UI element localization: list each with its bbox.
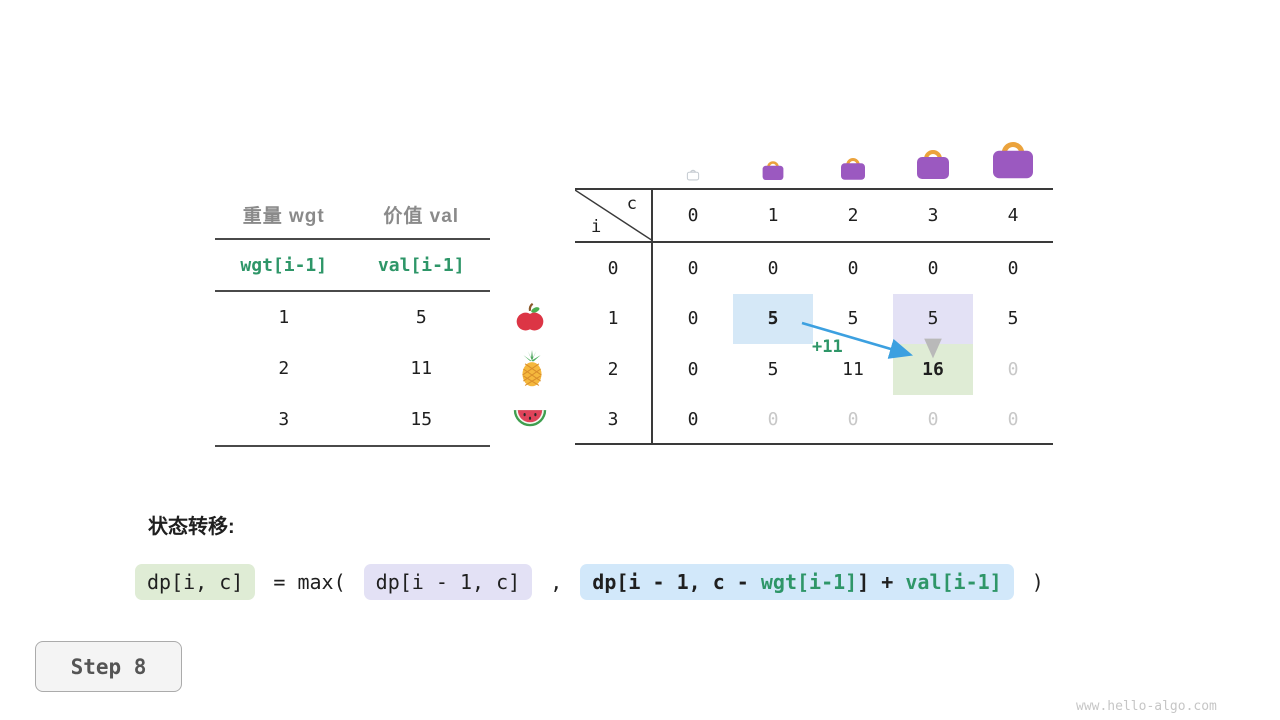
item-row-3: 3 15: [215, 394, 490, 445]
dp-table: c i 0 1 2 3 4 0 0 0 0 0 0 1 0 5 5 5 5 2 …: [575, 188, 1053, 445]
wgt-formula-label: wgt[i-1]: [240, 254, 328, 276]
dp-cell-1-4: 5: [1007, 308, 1019, 330]
val-formula-label: val[i-1]: [377, 254, 465, 276]
dp-current-term: dp[i, c]: [135, 564, 256, 600]
col-header-2: 2: [847, 205, 859, 226]
dp-table-header: c i 0 1 2 3 4: [575, 190, 1053, 243]
bag-icon-capacity-2: [838, 152, 868, 182]
row-label-3: 3: [575, 394, 653, 445]
item-3-value: 15: [410, 409, 433, 430]
take-item-term-prefix: dp[i - 1, c -: [592, 570, 761, 594]
dp-cell-0-4: 0: [1007, 257, 1019, 279]
dp-cell-2-4: 0: [1007, 358, 1019, 380]
items-table-header: 重量 wgt 价值 val: [215, 190, 490, 240]
dp-cell-2-0: 0: [687, 358, 699, 380]
value-column-header: 价值 val: [383, 205, 460, 227]
bag-icon-capacity-0: [686, 166, 700, 182]
dp-cell-1-1-source: 5: [733, 293, 813, 344]
dp-cell-0-3: 0: [927, 257, 939, 279]
dp-row-3: 3 0 0 0 0 0: [575, 394, 1053, 445]
capacity-axis-label: c: [626, 194, 637, 214]
skip-item-term: dp[i - 1, c]: [363, 564, 533, 600]
dp-cell-3-3: 0: [927, 409, 939, 431]
bag-icon-capacity-3: [913, 142, 953, 182]
dp-cell-3-0: 0: [687, 409, 699, 431]
take-item-term-wgt: wgt[i-1]: [760, 570, 858, 594]
take-item-term: dp[i - 1, c - wgt[i-1]] + val[i-1]: [580, 564, 1014, 600]
item-row-2: 2 11: [215, 343, 490, 394]
dp-cell-3-4: 0: [1007, 409, 1019, 431]
item-axis-label: i: [591, 217, 602, 237]
items-table: 重量 wgt 价值 val wgt[i-1] val[i-1] 1 5 2 11…: [215, 190, 490, 447]
item-2-weight: 2: [278, 358, 290, 379]
weight-column-header: 重量 wgt: [242, 205, 325, 227]
dp-cell-2-1: 5: [767, 358, 779, 380]
row-label-1: 1: [575, 293, 653, 344]
close-paren-text: ): [1019, 570, 1044, 594]
take-item-term-mid: ] +: [857, 570, 906, 594]
item-1-value: 5: [415, 307, 427, 328]
plus-value-label: +11: [812, 337, 843, 357]
dp-cell-0-2: 0: [847, 257, 859, 279]
state-transition-heading: 状态转移:: [148, 516, 235, 538]
item-row-1: 1 5: [215, 292, 490, 343]
dp-row-1: 1 0 5 5 5 5: [575, 293, 1053, 344]
dp-row-0: 0 0 0 0 0 0: [575, 243, 1053, 294]
take-item-term-val: val[i-1]: [905, 570, 1002, 594]
state-transition-formula: dp[i, c] = max( dp[i - 1, c] , dp[i - 1,…: [135, 564, 1050, 600]
dp-cell-3-2: 0: [847, 409, 859, 431]
row-label-0: 0: [575, 243, 653, 294]
watermark: www.hello-algo.com: [1076, 699, 1217, 714]
item-3-weight: 3: [278, 409, 290, 430]
items-table-formula-row: wgt[i-1] val[i-1]: [215, 240, 490, 292]
dp-cell-0-0: 0: [687, 257, 699, 279]
dp-cell-1-3-source: 5: [893, 293, 973, 344]
item-1-weight: 1: [278, 307, 290, 328]
comma-text: ,: [538, 570, 575, 594]
dp-corner-cell: c i: [575, 190, 653, 241]
watermelon-icon: [512, 406, 548, 434]
col-header-1: 1: [767, 205, 779, 226]
bag-icon-capacity-1: [760, 156, 786, 182]
pineapple-icon: [516, 350, 548, 388]
bag-icon-capacity-4: [988, 132, 1038, 182]
dp-cell-2-2: 11: [842, 358, 864, 380]
apple-icon: [514, 302, 546, 334]
dp-cell-3-1: 0: [767, 409, 779, 431]
col-header-3: 3: [927, 205, 939, 226]
step-badge[interactable]: Step 8: [35, 641, 182, 692]
row-label-2: 2: [575, 344, 653, 395]
item-2-value: 11: [410, 358, 433, 379]
dp-cell-1-0: 0: [687, 308, 699, 330]
dp-cell-2-3-current: 16: [893, 344, 973, 395]
dp-cell-0-1: 0: [767, 257, 779, 279]
col-header-4: 4: [1007, 205, 1019, 226]
equals-max-text: = max(: [261, 570, 358, 594]
dp-cell-1-2: 5: [847, 308, 859, 330]
col-header-0: 0: [687, 205, 699, 226]
